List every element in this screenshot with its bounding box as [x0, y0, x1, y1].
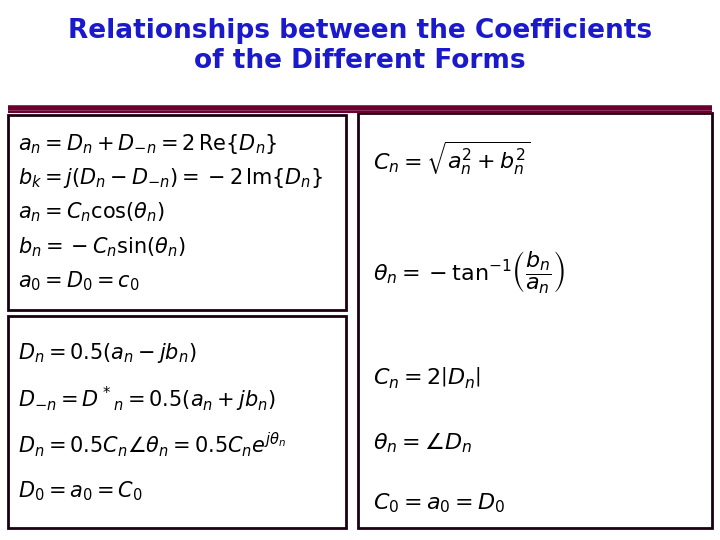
Text: Relationships between the Coefficients: Relationships between the Coefficients [68, 18, 652, 44]
Bar [8, 316, 346, 528]
Text: $a_0 = D_0 = c_0$: $a_0 = D_0 = c_0$ [18, 269, 140, 293]
Bar [8, 115, 346, 310]
Text: $D_n = 0.5(a_n - jb_n)$: $D_n = 0.5(a_n - jb_n)$ [18, 341, 197, 365]
Text: $D_0 = a_0 = C_0$: $D_0 = a_0 = C_0$ [18, 479, 143, 503]
Text: $D_n = 0.5C_n\angle\theta_n = 0.5C_n e^{j\theta_n}$: $D_n = 0.5C_n\angle\theta_n = 0.5C_n e^{… [18, 430, 287, 460]
Text: $a_n = C_n \cos(\theta_n)$: $a_n = C_n \cos(\theta_n)$ [18, 201, 165, 224]
Text: $a_n = D_n + D_{-n} = 2\,\mathrm{Re}\{D_n\}$: $a_n = D_n + D_{-n} = 2\,\mathrm{Re}\{D_… [18, 132, 278, 156]
Text: $D_{-n} = D^*{}_n = 0.5(a_n + jb_n)$: $D_{-n} = D^*{}_n = 0.5(a_n + jb_n)$ [18, 384, 276, 414]
Text: $C_0 = a_0 = D_0$: $C_0 = a_0 = D_0$ [373, 491, 505, 515]
Text: $\theta_n = \angle D_n$: $\theta_n = \angle D_n$ [373, 431, 472, 455]
Bar [358, 113, 712, 528]
Text: of the Different Forms: of the Different Forms [194, 48, 526, 74]
Text: $b_k = j(D_n - D_{-n})= -2\,\mathrm{Im}\{D_n\}$: $b_k = j(D_n - D_{-n})= -2\,\mathrm{Im}\… [18, 166, 323, 190]
Text: $C_n = 2\left|D_n\right|$: $C_n = 2\left|D_n\right|$ [373, 366, 481, 390]
Text: $\theta_n = -\tan^{-1}\!\left(\dfrac{b_n}{a_n}\right)$: $\theta_n = -\tan^{-1}\!\left(\dfrac{b_n… [373, 250, 565, 296]
Text: $b_n = -C_n \sin(\theta_n)$: $b_n = -C_n \sin(\theta_n)$ [18, 235, 186, 259]
Text: $C_n = \sqrt{a_n^{2} + b_n^{2}}$: $C_n = \sqrt{a_n^{2} + b_n^{2}}$ [373, 139, 531, 177]
